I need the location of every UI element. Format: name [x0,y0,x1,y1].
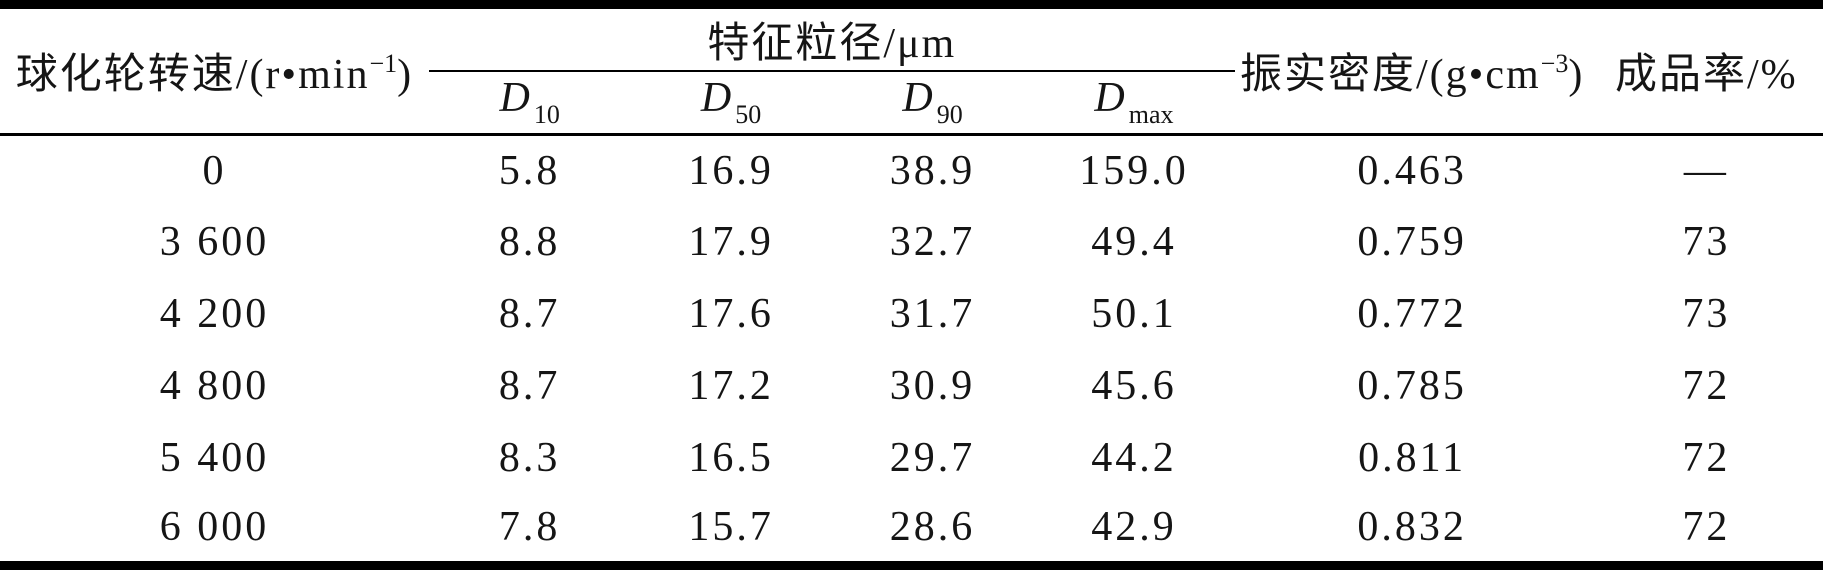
cell-d10: 8.7 [498,290,561,337]
table-row: 0 5.8 16.9 38.9 159.0 0.463 — [0,134,1823,206]
d50-subscript: 50 [735,100,762,130]
speed-header-text: 球化轮转速/(r•min [15,52,370,99]
col-header-d50: D50 [630,71,832,136]
cell-d50: 16.9 [688,147,774,194]
cell-d10: 8.3 [498,434,561,481]
table-row: 4 800 8.7 17.2 30.9 45.6 0.785 72 [0,350,1823,422]
cell-d50: 16.5 [688,434,774,481]
cell-d90: 29.7 [889,434,976,481]
cell-dmax: 49.4 [1091,218,1177,265]
cell-dmax: 45.6 [1091,362,1177,409]
cell-d10: 7.8 [498,504,561,551]
cell-density: 0.772 [1357,290,1467,337]
cell-d90: 32.7 [889,218,976,265]
table-row: 6 000 7.8 15.7 28.6 42.9 0.832 72 [0,494,1823,566]
col-header-speed: 球化轮转速/(r•min−1) [0,4,429,136]
col-header-d90: D90 [831,71,1034,136]
cell-d10: 5.8 [498,147,561,194]
cell-dmax: 50.1 [1091,290,1177,337]
col-header-dmax: Dmax [1033,71,1235,136]
speed-header-exponent: −1 [369,49,398,79]
cell-d90: 30.9 [889,362,976,409]
cell-speed: 0 [202,147,227,194]
cell-d10: 8.7 [498,362,561,409]
cell-d50: 17.9 [688,218,774,265]
cell-yield: 72 [1682,362,1731,409]
cell-d90: 38.9 [889,147,976,194]
cell-density: 0.811 [1358,434,1467,481]
cell-d90: 31.7 [889,290,976,337]
cell-d50: 17.6 [688,290,774,337]
density-header-exponent: −3 [1540,49,1569,79]
table-header: 球化轮转速/(r•min−1) 特征粒径/μm 振实密度/(g•cm−3) 成品… [0,4,1823,136]
density-header-close: ) [1568,52,1585,99]
table-row: 4 200 8.7 17.6 31.7 50.1 0.772 73 [0,278,1823,350]
cell-d50: 15.7 [688,504,774,551]
cell-density: 0.832 [1357,504,1467,551]
cell-dmax: 44.2 [1091,434,1177,481]
cell-d10: 8.8 [498,218,561,265]
cell-speed: 4 200 [159,290,270,337]
cell-speed: 3 600 [159,218,270,265]
header-row-group: 球化轮转速/(r•min−1) 特征粒径/μm 振实密度/(g•cm−3) 成品… [0,4,1823,136]
header-row-subcolumns: D10 D50 D90 Dmax [0,71,1823,136]
cell-yield: 73 [1682,290,1731,337]
col-group-header-particle-size: 特征粒径/μm [428,4,1235,72]
cell-dmax: 159.0 [1079,147,1189,194]
d50-symbol: D [700,75,734,122]
d90-symbol: D [902,75,935,122]
col-header-yield: 成品率/% [1589,4,1823,136]
cell-density: 0.759 [1357,218,1467,265]
table-row: 5 400 8.3 16.5 29.7 44.2 0.811 72 [0,422,1823,494]
cell-speed: 4 800 [159,362,270,409]
col-header-density: 振实密度/(g•cm−3) [1234,4,1590,136]
table-body: 0 5.8 16.9 38.9 159.0 0.463 — 3 600 8.8 … [0,134,1823,566]
speed-header-close: ) [397,52,414,99]
dmax-subscript: max [1128,100,1174,130]
dmax-symbol: D [1094,75,1127,122]
cell-speed: 6 000 [159,504,270,551]
cell-d50: 17.2 [688,362,774,409]
cell-density: 0.463 [1357,147,1467,194]
cell-yield: — [1683,147,1729,194]
cell-speed: 5 400 [159,434,270,481]
cell-density: 0.785 [1357,362,1467,409]
d90-subscript: 90 [936,100,963,130]
density-header-text: 振实密度/(g•cm [1239,52,1541,99]
table-row: 3 600 8.8 17.9 32.7 49.4 0.759 73 [0,206,1823,278]
cell-dmax: 42.9 [1091,504,1177,551]
col-header-d10: D10 [428,71,631,136]
cell-yield: 73 [1682,218,1731,265]
cell-yield: 72 [1682,434,1731,481]
cell-yield: 72 [1682,504,1731,551]
d10-subscript: 10 [533,100,560,130]
d10-symbol: D [499,75,532,122]
cell-d90: 28.6 [889,504,976,551]
